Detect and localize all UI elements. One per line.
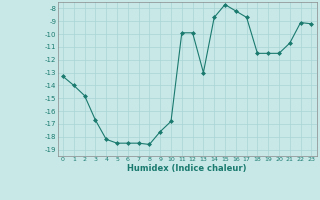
- X-axis label: Humidex (Indice chaleur): Humidex (Indice chaleur): [127, 164, 247, 173]
